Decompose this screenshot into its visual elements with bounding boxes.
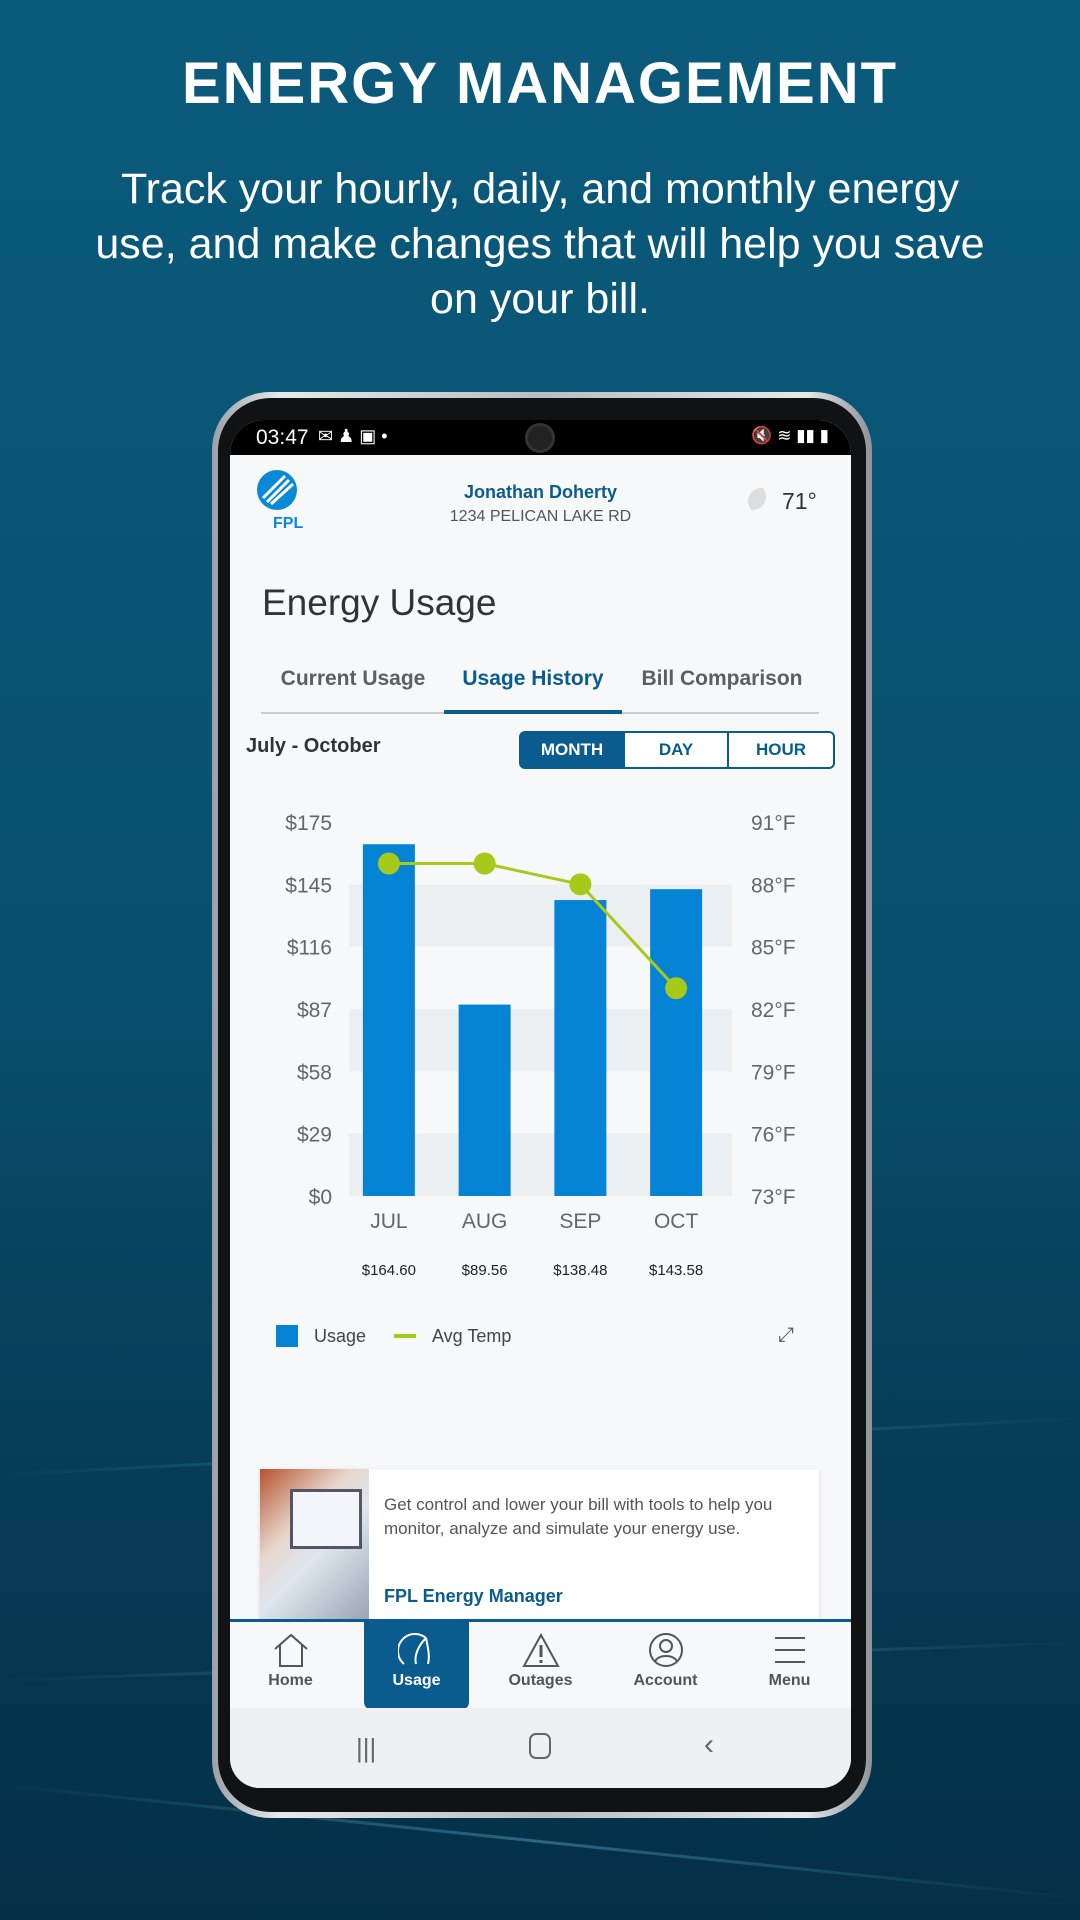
- account-name: Jonathan Doherty: [463, 482, 618, 502]
- weather-temp: 71°: [782, 488, 817, 514]
- nav-account-label: Account: [633, 1672, 698, 1689]
- x-tick-label: JUL: [370, 1210, 407, 1233]
- nav-outages-label: Outages: [508, 1672, 573, 1689]
- y-tick-label: $145: [285, 874, 332, 897]
- date-range-label: July - October: [246, 735, 381, 757]
- usage-bar: [650, 889, 703, 1196]
- toggle-month[interactable]: MONTH: [519, 731, 625, 769]
- notification-icons: ✉ ♟ ▣ •: [318, 426, 388, 446]
- promo-image: [260, 1469, 369, 1619]
- avg-temp-point: [665, 977, 688, 1000]
- expand-icon[interactable]: ⤢: [778, 1324, 794, 1346]
- user-circle-icon: [648, 1633, 683, 1667]
- x-tick-label: SEP: [559, 1210, 601, 1233]
- bottom-nav: Home Usage Outages Account Menu: [230, 1619, 851, 1710]
- app-screen: 03:47 ✉ ♟ ▣ • 🔇 ≋ ▮▮ ▮ FPL Jonathan Dohe…: [230, 420, 851, 1788]
- y-tick-label: $87: [297, 999, 332, 1022]
- promo-card[interactable]: Get control and lower your bill with too…: [260, 1469, 819, 1619]
- bar-value-label: $138.48: [553, 1262, 607, 1279]
- y-tick-label: $29: [297, 1124, 332, 1147]
- y-tick-label: $58: [297, 1061, 332, 1084]
- usage-bar: [362, 844, 415, 1196]
- bar-value-label: $143.58: [649, 1262, 703, 1279]
- status-time: 03:47: [256, 426, 309, 449]
- moon-cloud-icon: [748, 488, 774, 514]
- tab-usage-history[interactable]: Usage History: [462, 667, 604, 690]
- y2-tick-label: 73°F: [751, 1186, 796, 1209]
- status-bar: 03:47 ✉ ♟ ▣ • 🔇 ≋ ▮▮ ▮: [230, 420, 851, 455]
- y2-tick-label: 82°F: [751, 999, 796, 1022]
- hero-subtitle: Track your hourly, daily, and monthly en…: [95, 165, 985, 323]
- usage-bar: [458, 1004, 511, 1196]
- page-title: Energy Usage: [262, 582, 497, 623]
- home-icon: [273, 1633, 308, 1667]
- back-button[interactable]: ‹: [704, 1728, 714, 1761]
- nav-usage-label: Usage: [392, 1672, 441, 1689]
- nav-home[interactable]: Home: [238, 1622, 343, 1710]
- y2-tick-label: 85°F: [751, 937, 796, 960]
- legend-temp-swatch: [394, 1334, 416, 1338]
- active-tab-indicator: [444, 710, 622, 714]
- bar-value-label: $89.56: [462, 1262, 508, 1279]
- avg-temp-point: [377, 852, 400, 875]
- x-tick-label: OCT: [654, 1210, 699, 1233]
- avg-temp-point: [569, 873, 592, 896]
- gauge-icon: [397, 1633, 430, 1665]
- system-nav-bar: ||| ‹: [230, 1708, 851, 1788]
- tab-current-usage[interactable]: Current Usage: [280, 667, 426, 690]
- tab-bill-comparison[interactable]: Bill Comparison: [641, 667, 803, 690]
- y-tick-label: $175: [285, 812, 332, 835]
- nav-menu[interactable]: Menu: [737, 1622, 842, 1710]
- legend-usage-swatch: [276, 1325, 298, 1347]
- bar-value-label: $164.60: [362, 1262, 416, 1279]
- toggle-day[interactable]: DAY: [623, 731, 729, 769]
- recent-apps-button[interactable]: |||: [356, 1733, 377, 1763]
- warning-icon: [521, 1632, 560, 1667]
- x-tick-label: AUG: [462, 1210, 508, 1233]
- promo-text: Get control and lower your bill with too…: [384, 1495, 773, 1538]
- system-status-icons: 🔇 ≋ ▮▮ ▮: [751, 426, 829, 445]
- account-address: 1234 PELICAN LAKE RD: [449, 508, 632, 525]
- legend-temp-label: Avg Temp: [432, 1326, 512, 1346]
- nav-usage[interactable]: Usage: [364, 1622, 469, 1710]
- y2-tick-label: 76°F: [751, 1124, 796, 1147]
- usage-bar: [554, 900, 607, 1196]
- camera-icon: [525, 423, 555, 453]
- fpl-logo: FPL: [255, 470, 303, 533]
- avg-temp-line: [388, 862, 678, 990]
- logo-text: FPL: [273, 515, 304, 532]
- y2-tick-label: 79°F: [751, 1061, 796, 1084]
- nav-account[interactable]: Account: [613, 1622, 718, 1710]
- hero-title: ENERGY MANAGEMENT: [181, 51, 899, 116]
- nav-outages[interactable]: Outages: [488, 1622, 593, 1710]
- nav-home-label: Home: [268, 1672, 313, 1689]
- y-tick-label: $116: [287, 937, 332, 960]
- y2-tick-label: 88°F: [751, 874, 796, 897]
- home-button[interactable]: [529, 1733, 551, 1759]
- promo-link[interactable]: FPL Energy Manager: [384, 1586, 563, 1606]
- y-tick-label: $0: [309, 1186, 332, 1209]
- avg-temp-point: [473, 852, 496, 875]
- y2-tick-label: 91°F: [751, 812, 796, 835]
- nav-menu-label: Menu: [768, 1672, 811, 1689]
- usage-chart: $0 $29 $58 $87 $116 $145 $175 73°F 76°F 79°F 82°F 8…: [285, 812, 796, 1279]
- menu-icon: [774, 1637, 805, 1663]
- toggle-hour[interactable]: HOUR: [727, 731, 835, 769]
- legend-usage-label: Usage: [314, 1326, 367, 1346]
